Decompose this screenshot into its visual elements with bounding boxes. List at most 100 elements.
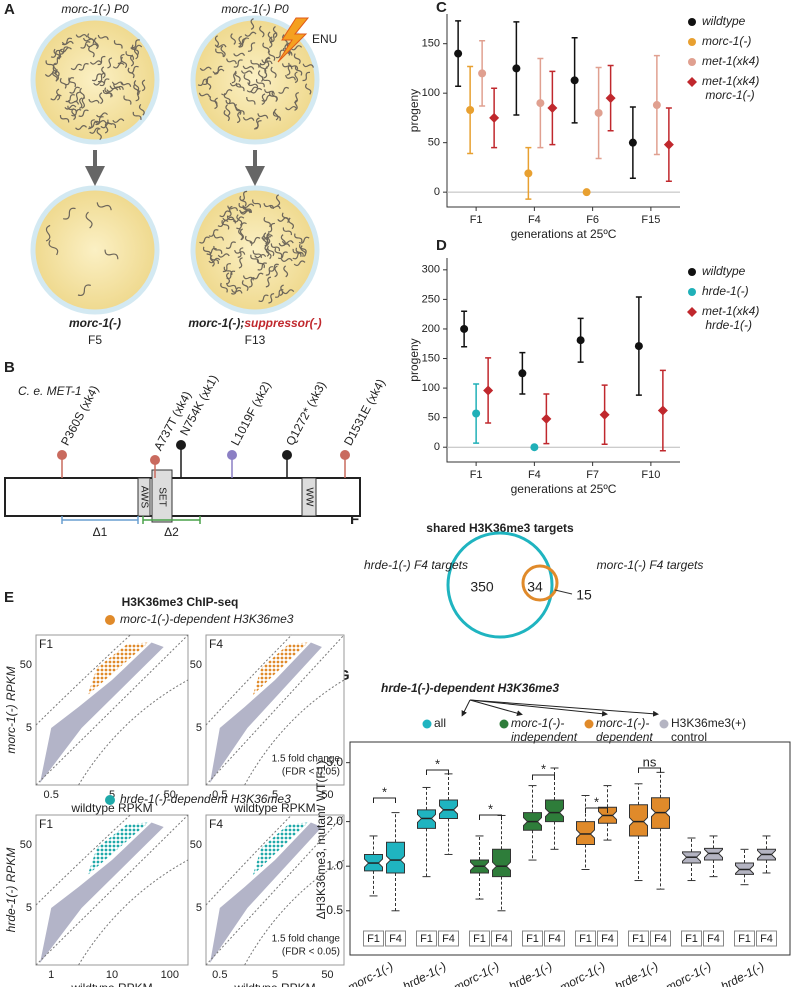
marker (687, 77, 697, 87)
worm (243, 73, 251, 85)
worm (227, 205, 239, 211)
legend-dot (584, 719, 594, 729)
worm (257, 70, 264, 82)
worm (263, 203, 275, 209)
y-axis-label: morc-1(-) RPKM (4, 666, 18, 753)
significance: * (488, 801, 493, 816)
sub-box (469, 930, 490, 947)
worm (225, 241, 236, 249)
y-tick-label: 5 (196, 722, 202, 734)
worm (101, 66, 106, 79)
worm (106, 87, 119, 93)
worm (94, 120, 107, 124)
worm (262, 234, 268, 247)
worm (227, 205, 233, 218)
sub-box (544, 930, 565, 947)
bracket (532, 774, 555, 780)
worm (294, 233, 303, 243)
sub-label: F4 (442, 933, 455, 945)
worm (253, 120, 262, 130)
worm (221, 89, 233, 96)
worm (220, 282, 228, 293)
worm (264, 244, 270, 257)
x-axis-label: generations at 25ºC (511, 482, 617, 496)
x-tick-label: morc-1(-) (663, 959, 713, 987)
g-title: hrde-1(-)-dependent H3K36me3 (381, 681, 559, 695)
significance: * (594, 794, 599, 809)
petri-dish (30, 185, 160, 315)
worm (48, 239, 59, 256)
mutation-label: L1019F (xk2) (228, 379, 274, 448)
worm (99, 78, 110, 87)
worm (67, 105, 77, 113)
worm (61, 40, 74, 45)
worm (141, 79, 146, 92)
x-tick-label: 1 (48, 969, 54, 981)
x-tick-label: F7 (586, 469, 599, 481)
x-tick-label: F15 (641, 214, 660, 226)
y-tick-label: 5 (26, 722, 32, 734)
worm (104, 121, 109, 134)
sub-box (522, 930, 543, 947)
venn-hrde (446, 531, 554, 639)
axes (446, 14, 680, 208)
marker (576, 336, 585, 345)
fold-lines (205, 634, 345, 786)
x-tick-label: 0.5 (212, 969, 227, 981)
worm (288, 217, 294, 230)
worm (97, 55, 106, 66)
label: morc-1(-) P0 (61, 2, 129, 16)
significance: * (541, 761, 546, 776)
worm (203, 76, 212, 86)
worm (226, 282, 237, 289)
box (492, 848, 511, 878)
worm (202, 246, 212, 257)
worm (67, 100, 80, 105)
worm (241, 279, 249, 292)
sub-label: F4 (495, 933, 508, 945)
worm (133, 79, 140, 92)
worm (215, 48, 224, 57)
worm (294, 91, 299, 104)
x-tick-label: 50 (164, 789, 176, 801)
worm (208, 229, 219, 237)
worm (293, 53, 301, 65)
sub-label: F1 (473, 933, 486, 945)
worm (130, 54, 134, 67)
worm (280, 258, 293, 262)
marker (536, 99, 545, 108)
pointer (461, 699, 471, 717)
marker (530, 443, 539, 452)
marker (512, 64, 521, 73)
pointer (469, 699, 523, 717)
panel-letter: A (4, 1, 15, 18)
significance: ns (643, 754, 657, 769)
significance: * (382, 784, 387, 799)
marker (688, 38, 696, 46)
worm (65, 94, 75, 103)
subtitle: hrde-1(-)-dependent H3K36me3 (120, 792, 291, 806)
sub-box (681, 930, 702, 947)
worm (93, 37, 99, 50)
worm (71, 108, 76, 121)
label: ENU (312, 32, 337, 46)
pointer (469, 699, 659, 717)
marker (466, 106, 475, 115)
marker (657, 405, 668, 416)
worm (199, 236, 210, 244)
marker (688, 58, 696, 66)
line: hrde-1(-) (702, 318, 752, 332)
sub-box (597, 930, 618, 947)
worm (96, 202, 112, 211)
worm (104, 249, 119, 260)
marker (594, 108, 603, 117)
worm (294, 71, 299, 84)
worm (44, 72, 57, 77)
x-tick-label: F10 (641, 469, 660, 481)
worm (104, 87, 112, 98)
y-tick-label: 150 (422, 352, 440, 364)
x-axis-label: wildtype RPKM (233, 981, 315, 987)
x-tick-label: morc-1(-) (345, 959, 395, 987)
y-tick-label: 50 (20, 659, 32, 671)
box (576, 821, 595, 846)
